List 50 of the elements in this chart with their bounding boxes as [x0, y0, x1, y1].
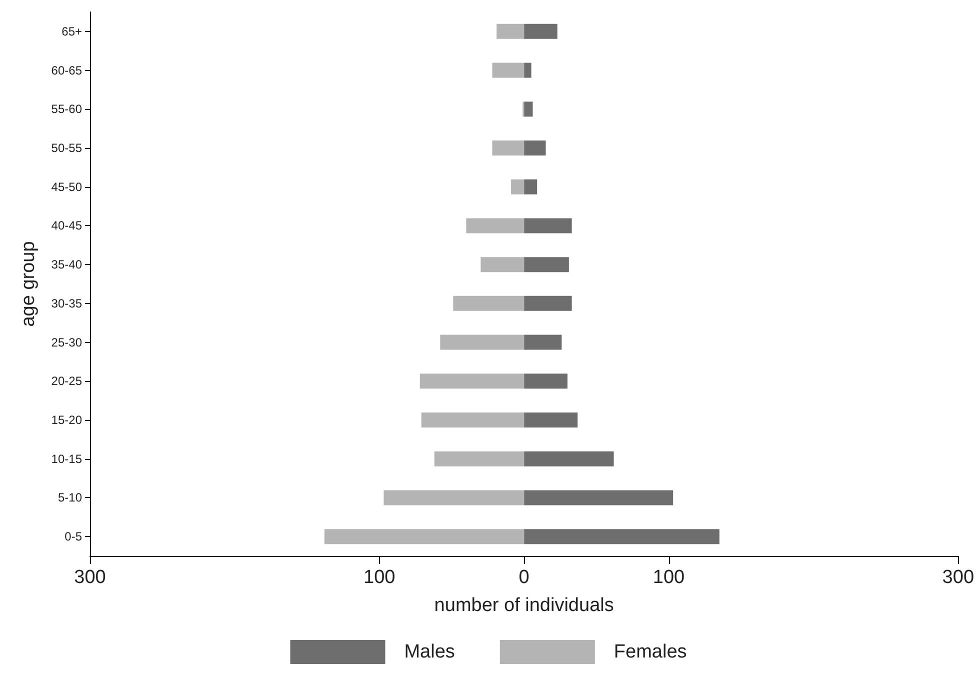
- bar: [324, 529, 524, 544]
- y-tick-label: 0-5: [64, 530, 82, 544]
- bar: [524, 451, 614, 466]
- y-tick-label: 20-25: [51, 374, 82, 388]
- bar: [524, 334, 562, 350]
- y-tick-label: 30-35: [51, 296, 82, 310]
- y-tick-label: 45-50: [51, 180, 82, 194]
- bar: [480, 257, 524, 272]
- bar: [524, 412, 578, 428]
- y-tick-label: 10-15: [51, 452, 82, 466]
- x-axis-title: number of individuals: [434, 595, 614, 616]
- bar: [524, 179, 538, 194]
- y-tick-label: 15-20: [51, 413, 82, 427]
- bar: [524, 374, 568, 389]
- y-tick-label: 5-10: [58, 490, 82, 505]
- x-tick-label: 100: [652, 567, 685, 588]
- y-tick-label: 65+: [62, 24, 82, 38]
- x-tick-label: 100: [364, 567, 396, 588]
- x-tick-label: 300: [942, 567, 974, 588]
- legend-label: Females: [614, 642, 687, 662]
- bar: [524, 62, 532, 78]
- y-tick-label: 35-40: [51, 258, 82, 272]
- y-tick-label: 25-30: [51, 335, 82, 350]
- bar: [524, 218, 572, 234]
- bar: [524, 296, 572, 311]
- y-axis-title: age group: [18, 241, 39, 327]
- bar: [524, 529, 720, 544]
- bar: [420, 374, 524, 389]
- bar: [421, 412, 524, 428]
- bar: [440, 334, 524, 350]
- bar: [384, 490, 524, 506]
- bar: [524, 490, 674, 506]
- bar: [492, 140, 524, 156]
- bar: [453, 296, 524, 311]
- y-tick-label: 50-55: [51, 141, 82, 155]
- bar: [492, 62, 524, 78]
- y-tick-label: 55-60: [51, 102, 82, 116]
- bar: [524, 140, 546, 156]
- bar: [511, 179, 524, 194]
- bar: [496, 24, 524, 39]
- x-tick-label: 0: [518, 567, 530, 588]
- bar: [524, 257, 569, 272]
- y-tick-label: 60-65: [51, 63, 82, 78]
- bar: [524, 102, 533, 117]
- bar: [466, 218, 524, 234]
- bar: [434, 451, 524, 466]
- y-tick-label: 40-45: [51, 218, 82, 233]
- legend-label: Males: [404, 642, 455, 662]
- x-tick-label: 300: [74, 567, 106, 588]
- bar: [524, 24, 558, 39]
